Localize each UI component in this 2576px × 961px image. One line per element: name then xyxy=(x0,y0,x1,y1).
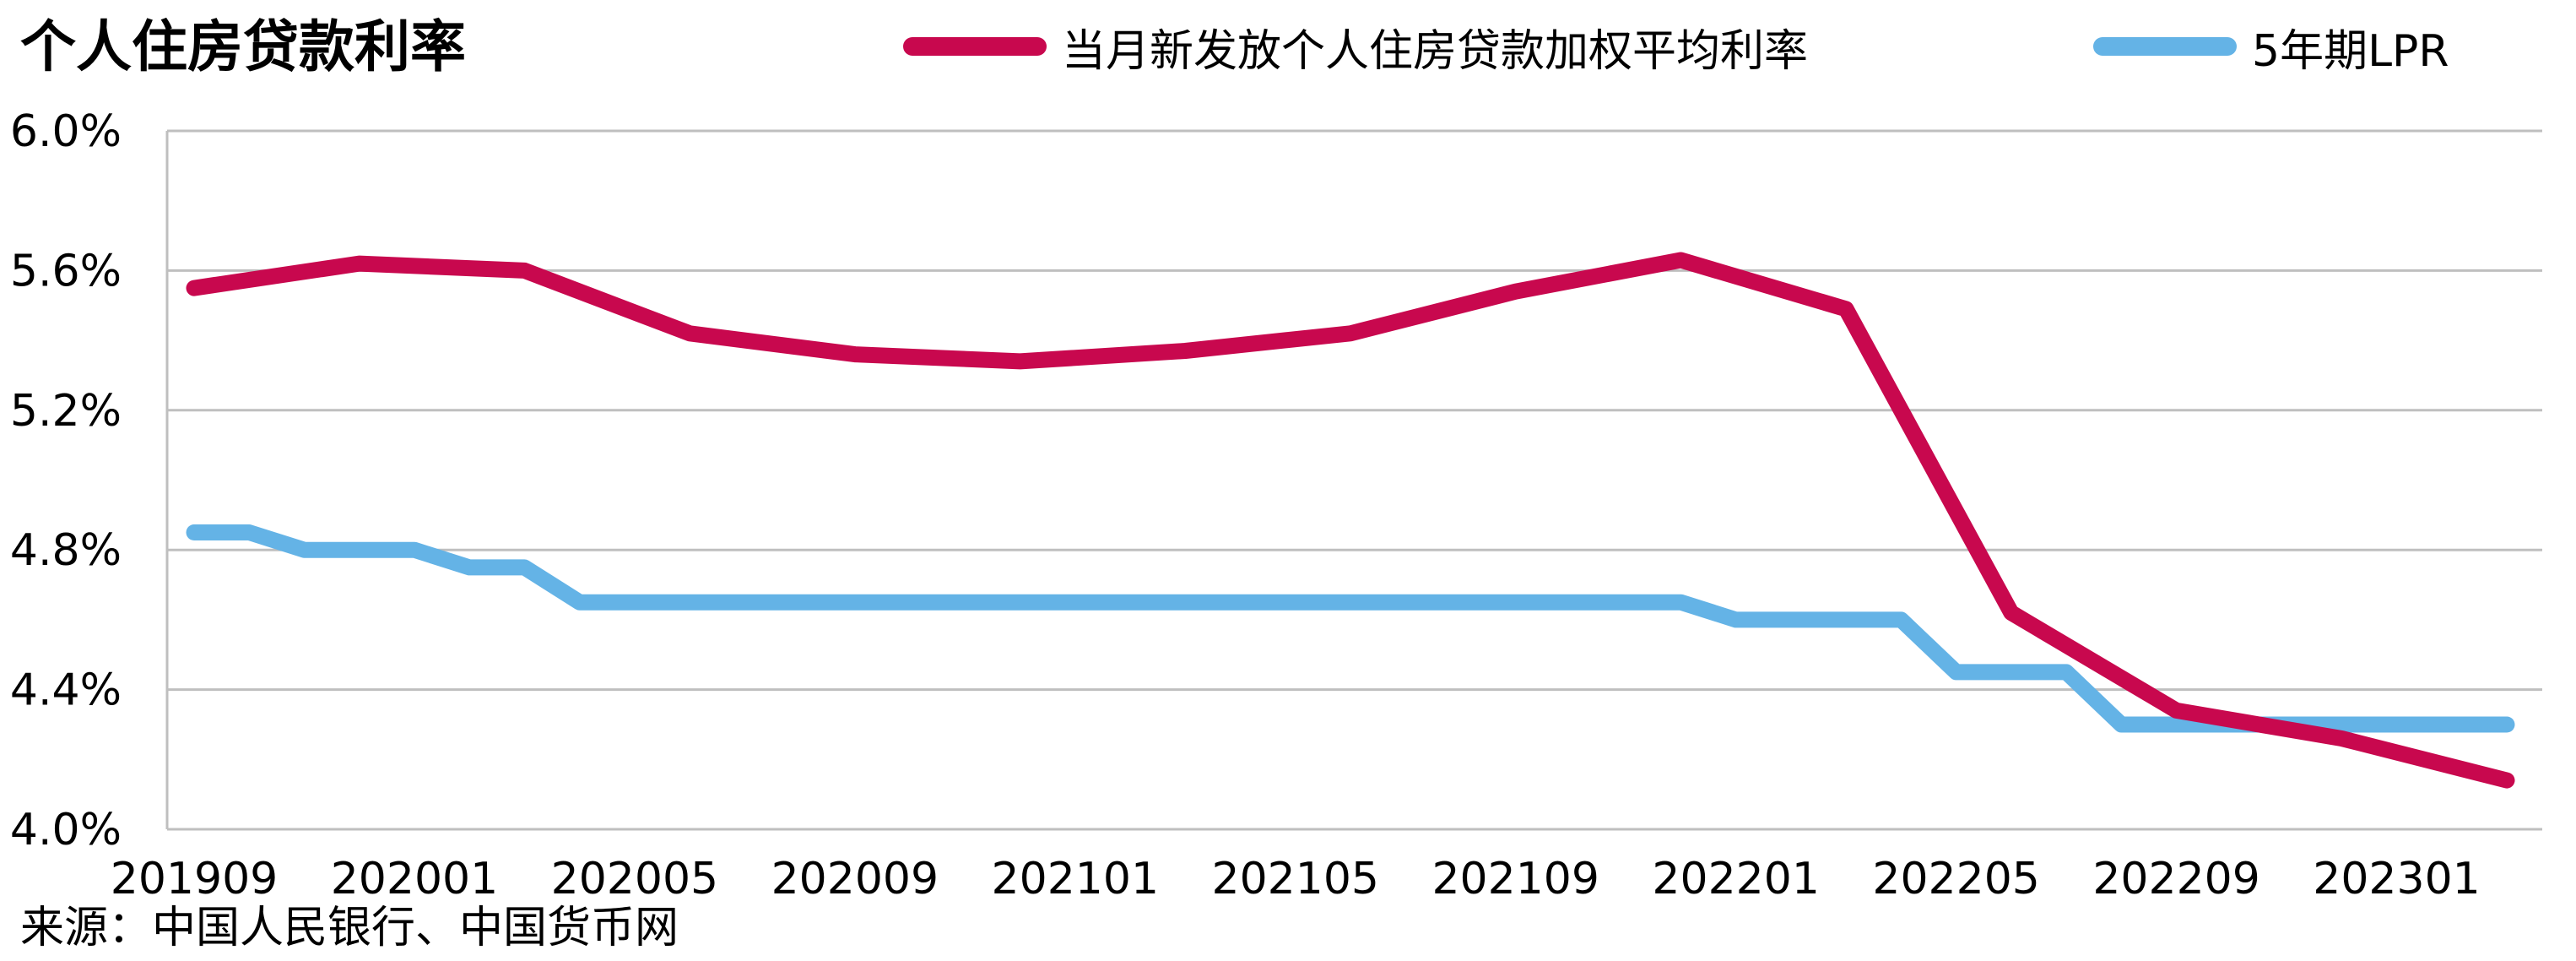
x-tick-label: 202009 xyxy=(771,854,939,904)
x-tick-label: 202105 xyxy=(1212,854,1380,904)
series-line-weighted-rate xyxy=(186,252,2515,789)
legend-label-lpr: 5年期LPR xyxy=(2252,25,2449,77)
y-tick-label: 4.8% xyxy=(10,525,122,576)
x-tick-label: 202209 xyxy=(2092,854,2260,904)
x-tick-label: 202201 xyxy=(1652,854,1820,904)
x-tick-label: 202101 xyxy=(992,854,1160,904)
y-tick-label: 4.4% xyxy=(10,665,122,716)
x-tick-label: 202005 xyxy=(551,854,719,904)
x-tick-label: 202301 xyxy=(2313,854,2481,904)
y-tick-label: 6.0% xyxy=(10,106,122,157)
series-line-lpr xyxy=(186,524,2515,733)
x-tick-label: 202109 xyxy=(1431,854,1599,904)
source-note: 来源：中国人民银行、中国货币网 xyxy=(20,903,679,953)
x-tick-label: 202205 xyxy=(1872,854,2040,904)
y-tick-label: 5.2% xyxy=(10,386,122,437)
y-tick-label: 4.0% xyxy=(10,805,122,855)
legend-swatch-lpr xyxy=(2093,37,2237,56)
legend-label-weighted-rate: 当月新发放个人住房贷款加权平均利率 xyxy=(1062,25,1809,77)
x-tick-label: 202001 xyxy=(331,854,499,904)
chart-title: 个人住房贷款利率 xyxy=(20,14,466,79)
y-tick-label: 5.6% xyxy=(10,246,122,296)
legend-item-lpr: 5年期LPR xyxy=(2093,17,2449,77)
legend-item-weighted-rate: 当月新发放个人住房贷款加权平均利率 xyxy=(903,17,1809,77)
legend-swatch-weighted-rate xyxy=(903,37,1047,56)
x-tick-label: 201909 xyxy=(111,854,279,904)
